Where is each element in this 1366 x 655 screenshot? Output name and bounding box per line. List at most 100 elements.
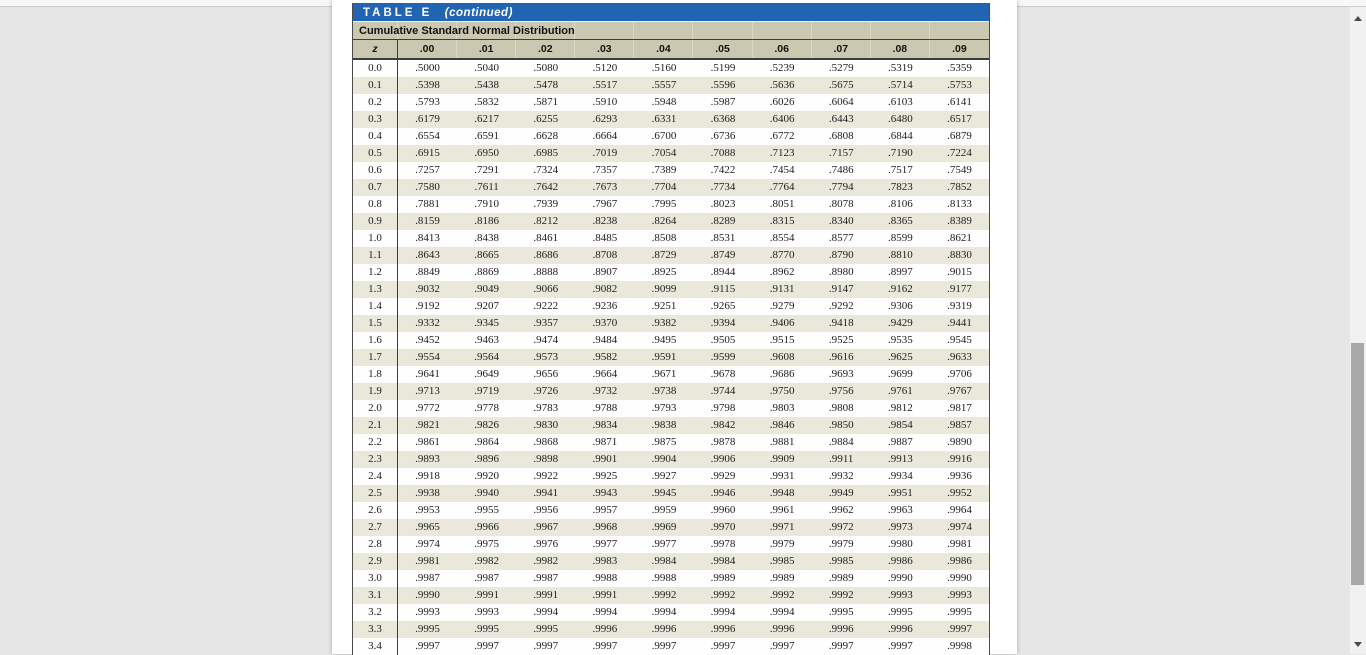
value-cell: .5438: [474, 79, 500, 91]
value-cell: .7257: [415, 164, 440, 176]
value-cell: .9713: [415, 385, 440, 397]
value-cell: .9987: [474, 572, 500, 584]
value-cell: .5714: [887, 79, 913, 91]
value-cell: .9995: [415, 623, 440, 635]
table-row: 3.0 .9987 .9987 .9987 .9988 .9988 .9989 .9989 .9…: [353, 570, 989, 587]
value-cell: .9099: [651, 283, 677, 295]
value-cell: .7190: [887, 147, 913, 159]
value-cell: .9966: [474, 521, 500, 533]
value-cell: .6217: [474, 113, 500, 125]
value-cell: .5160: [651, 62, 677, 74]
value-cell: .9951: [887, 487, 913, 499]
value-cell: .9982: [533, 555, 559, 567]
value-cell: .9995: [474, 623, 500, 635]
z-value-cell: 2.0: [353, 400, 398, 417]
value-cell: .6554: [415, 130, 440, 142]
value-cell: .9972: [828, 521, 854, 533]
scroll-down-button[interactable]: [1350, 636, 1366, 652]
value-cell: .9812: [887, 402, 913, 414]
value-cell: .9875: [651, 436, 677, 448]
value-cell: .9115: [710, 283, 736, 295]
value-cell: .9082: [592, 283, 618, 295]
value-cell: .5910: [592, 96, 618, 108]
value-cell: .9997: [769, 640, 795, 652]
value-cell: .8023: [710, 198, 736, 210]
value-cell: .8508: [651, 232, 677, 244]
z-value-cell: 0.0: [353, 60, 398, 77]
value-cell: .8577: [828, 232, 854, 244]
value-cell: .8643: [415, 249, 440, 261]
value-cell: .9995: [533, 623, 559, 635]
value-cell: .9817: [947, 402, 972, 414]
vertical-scrollbar[interactable]: [1350, 7, 1366, 654]
table-row: 0.4 .6554 .6591 .6628 .6664 .6700 .6736 .6772 .6…: [353, 128, 989, 145]
value-cell: .8531: [710, 232, 736, 244]
value-cell: .9292: [828, 300, 854, 312]
scrollbar-thumb[interactable]: [1351, 343, 1364, 585]
value-cell: .9997: [415, 640, 440, 652]
table-row: 1.0 .8413 .8438 .8461 .8485 .8508 .8531 .8554 .8…: [353, 230, 989, 247]
value-cell: .9750: [769, 385, 795, 397]
value-cell: .9980: [887, 538, 913, 550]
value-cell: .5120: [592, 62, 618, 74]
value-cell: .9884: [828, 436, 854, 448]
value-cell: .9993: [474, 606, 500, 618]
value-cell: .9834: [592, 419, 618, 431]
value-cell: .9788: [592, 402, 618, 414]
value-cell: .9525: [828, 334, 854, 346]
value-cell: .9222: [533, 300, 559, 312]
table-subtitle: Cumulative Standard Normal Distribution: [359, 25, 575, 37]
z-value-cell: 1.8: [353, 366, 398, 383]
value-cell: .9049: [474, 283, 500, 295]
value-cell: .9545: [947, 334, 972, 346]
value-cell: .7881: [415, 198, 440, 210]
value-cell: .9946: [710, 487, 736, 499]
z-value-cell: 1.4: [353, 298, 398, 315]
value-cell: .9986: [947, 555, 972, 567]
value-cell: .6103: [887, 96, 913, 108]
value-cell: .7324: [533, 164, 559, 176]
value-cell: .8944: [710, 266, 736, 278]
value-cell: .8907: [592, 266, 618, 278]
value-cell: .9929: [710, 470, 736, 482]
z-value-cell: 0.4: [353, 128, 398, 145]
table-row: 0.2 .5793 .5832 .5871 .5910 .5948 .5987 .6026 .6…: [353, 94, 989, 111]
value-cell: .9394: [710, 317, 736, 329]
table-row: 2.6 .9953 .9955 .9956 .9957 .9959 .9960 .9961 .9…: [353, 502, 989, 519]
value-cell: .9996: [769, 623, 795, 635]
value-cell: .6026: [769, 96, 795, 108]
column-header: .00: [398, 40, 458, 58]
value-cell: .7794: [828, 181, 854, 193]
value-cell: .9920: [474, 470, 500, 482]
value-cell: .9441: [947, 317, 972, 329]
value-cell: .9992: [769, 589, 795, 601]
value-cell: .9911: [829, 453, 854, 465]
value-cell: .8315: [769, 215, 795, 227]
value-cell: .9996: [592, 623, 618, 635]
value-cell: .9985: [828, 555, 854, 567]
value-cell: .9995: [828, 606, 854, 618]
value-cell: .9982: [474, 555, 500, 567]
value-cell: .7123: [769, 147, 795, 159]
value-cell: .9989: [710, 572, 736, 584]
column-header: .02: [516, 40, 576, 58]
scroll-up-button[interactable]: [1350, 10, 1366, 26]
value-cell: .9962: [828, 504, 854, 516]
table-row: 0.5 .6915 .6950 .6985 .7019 .7054 .7088 .7123 .7…: [353, 145, 989, 162]
table-row: 1.8 .9641 .9649 .9656 .9664 .9671 .9678 .9686 .9…: [353, 366, 989, 383]
z-value-cell: 1.2: [353, 264, 398, 281]
value-cell: .9738: [651, 385, 677, 397]
value-cell: .9997: [651, 640, 677, 652]
value-cell: .5793: [415, 96, 440, 108]
value-cell: .9608: [769, 351, 795, 363]
value-cell: .9484: [592, 334, 618, 346]
value-cell: .7995: [651, 198, 677, 210]
value-cell: .9850: [828, 419, 854, 431]
value-cell: .8599: [887, 232, 913, 244]
value-cell: .9633: [947, 351, 972, 363]
value-cell: .9846: [769, 419, 795, 431]
value-cell: .8925: [651, 266, 677, 278]
value-cell: .9992: [710, 589, 736, 601]
value-cell: .9961: [769, 504, 795, 516]
value-cell: .7019: [592, 147, 618, 159]
